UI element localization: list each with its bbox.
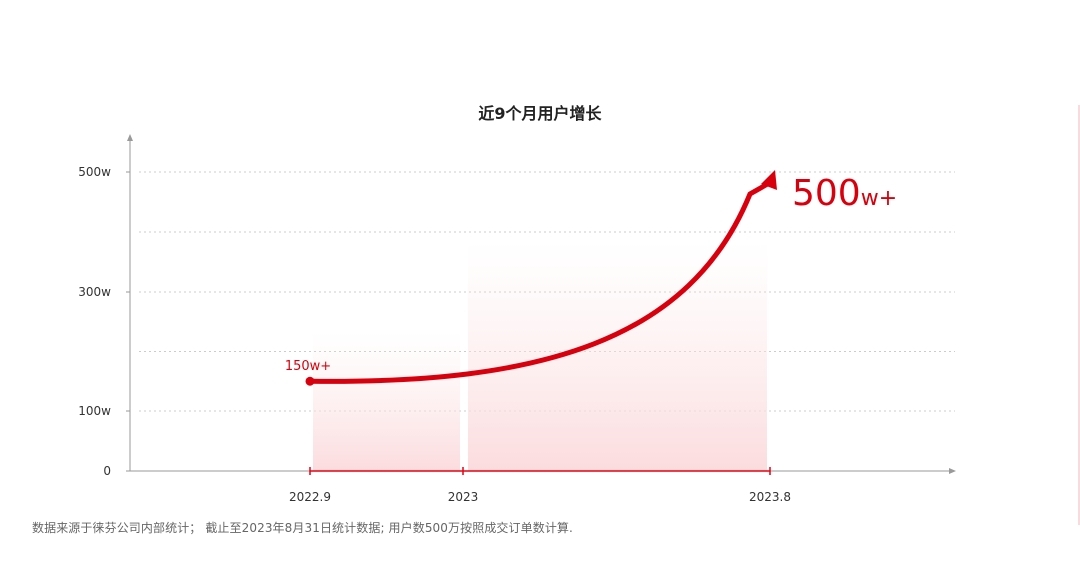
y-tick-label: 100w: [78, 404, 111, 418]
series-group: [305, 170, 777, 386]
start-point: [305, 376, 315, 386]
growth-curve: [307, 179, 774, 384]
highlight-bands: [313, 242, 767, 471]
chart-title: 近9个月用户增长: [478, 104, 602, 123]
end-annotation-suffix: w+: [861, 186, 897, 211]
start-annotation: 150w+: [285, 359, 331, 374]
growth-arrowhead: [761, 170, 777, 190]
x-tick-label: 2023: [448, 490, 479, 504]
y-tick-label: 0: [103, 464, 111, 478]
y-tick-labels: 0 100w 300w 500w: [78, 165, 130, 478]
band-2022-9-to-2023: [313, 332, 460, 471]
x-tick-label: 2022.9: [289, 490, 331, 504]
y-tick-label: 500w: [78, 165, 111, 179]
x-tick-label: 2023.8: [749, 490, 791, 504]
grid-lines: [139, 171, 955, 412]
right-edge-rule: [1078, 105, 1080, 525]
end-annotation: 500w+: [792, 173, 897, 214]
x-ticks: 2022.9 2023 2023.8: [289, 467, 791, 504]
band-2023-to-2023-8: [468, 242, 767, 471]
data-source-footnote: 数据来源于徕芬公司内部统计； 截止至2023年8月31日统计数据; 用户数500…: [32, 521, 573, 535]
y-tick-label: 300w: [78, 285, 111, 299]
y-axis-arrow: [127, 134, 133, 141]
end-annotation-value: 500: [792, 173, 861, 214]
x-axis-arrow: [949, 468, 956, 474]
